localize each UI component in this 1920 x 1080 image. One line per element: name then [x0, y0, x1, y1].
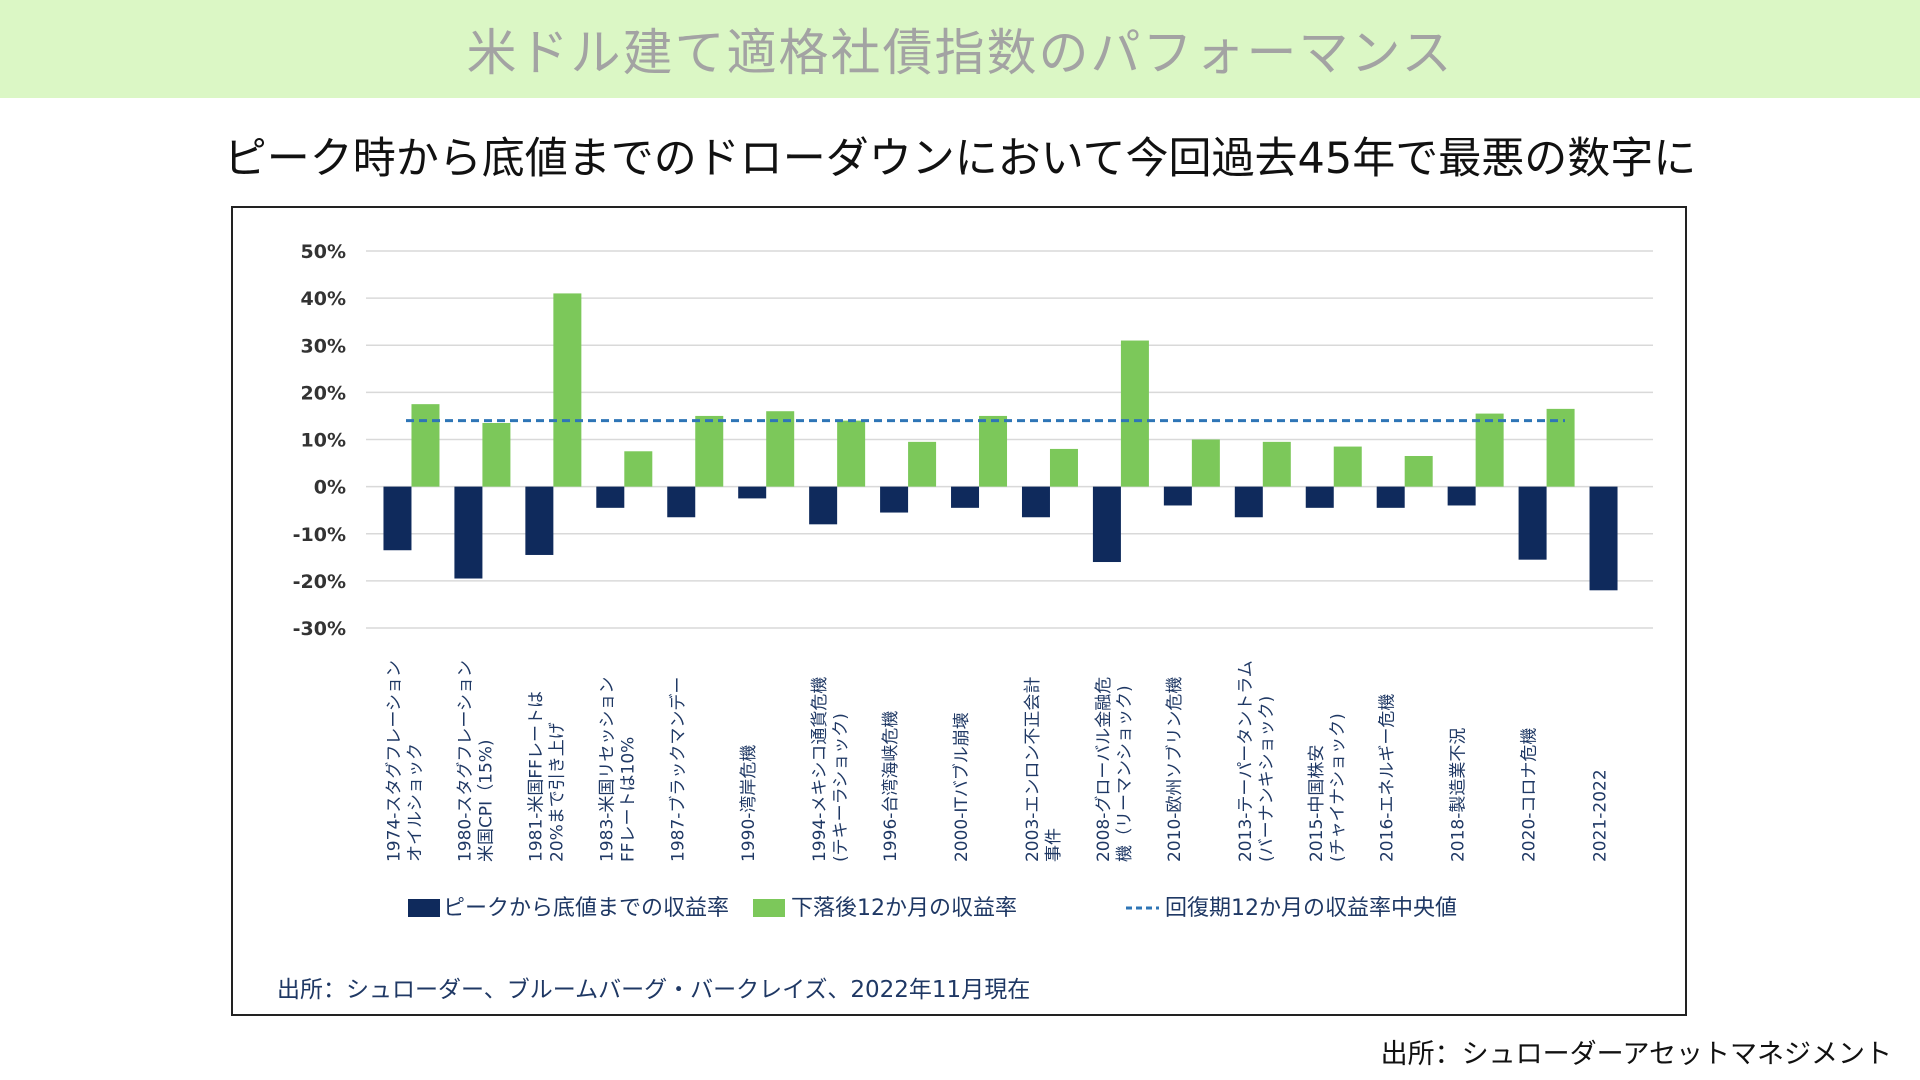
category-label: 2015-中国株安 — [1307, 745, 1327, 862]
legend-label-drawdown: ピークから底値までの収益率 — [443, 896, 729, 921]
y-tick-label: 20% — [301, 382, 346, 404]
recovery-bar — [908, 441, 937, 487]
drawdown-bar — [1589, 486, 1618, 591]
drawdown-bar — [809, 486, 838, 525]
chart-source-note: 出所：シュローダー、ブルームバーグ・バークレイズ、2022年11月現在 — [277, 977, 1031, 1003]
category-label: 1983-米国リセッション — [597, 677, 617, 862]
drawdown-bar — [454, 486, 483, 579]
recovery-bar — [979, 415, 1008, 487]
recovery-bar — [837, 420, 866, 487]
category-label: 2010-欧州ソブリン危機 — [1164, 677, 1185, 862]
drawdown-bar — [880, 486, 909, 513]
recovery-bar — [553, 293, 582, 487]
legend-swatch-recovery — [753, 899, 785, 917]
recovery-bar — [1404, 455, 1433, 487]
y-tick-label: 50% — [301, 241, 346, 263]
category-label: 1996-台湾海峡危機 — [881, 711, 901, 862]
category-label: 2016-エネルギー危機 — [1378, 694, 1398, 862]
category-label: 2003-エンロン不正会計 — [1023, 677, 1043, 862]
drawdown-bar — [383, 486, 412, 551]
bar-chart: 50% 40% 30% 20% 10% 0% -10% -20% -30% 1974-スタグフレー… — [293, 241, 1653, 921]
title-band: 米ドル建て適格社債指数のパフォーマンス — [0, 0, 1920, 98]
category-label: 1981-米国FFレートは — [526, 691, 546, 862]
recovery-bar — [1191, 439, 1220, 487]
y-tick-label: 40% — [301, 288, 346, 310]
y-tick-label: 30% — [301, 335, 346, 357]
category-label: オイルショック — [405, 743, 425, 862]
category-label: 2018-製造業不況 — [1449, 728, 1469, 862]
y-tick-label: 0% — [314, 477, 346, 499]
category-label: 20%まで引き上げ — [547, 722, 567, 862]
recovery-bar — [1120, 340, 1149, 487]
drawdown-bar — [596, 486, 625, 508]
legend-swatch-drawdown — [408, 899, 440, 917]
recovery-bar — [482, 423, 511, 487]
page-title: 米ドル建て適格社債指数のパフォーマンス — [466, 24, 1454, 82]
y-tick-label: 10% — [301, 430, 346, 452]
recovery-bar — [624, 451, 653, 487]
category-label: (チャイナショック) — [1328, 713, 1348, 862]
drawdown-bar — [951, 486, 980, 508]
category-label: 2000-ITバブル崩壊 — [951, 712, 972, 862]
drawdown-bar — [738, 486, 767, 499]
chart-frame: 50% 40% 30% 20% 10% 0% -10% -20% -30% 1974-スタグフレー… — [231, 206, 1687, 1016]
drawdown-bar — [1163, 486, 1192, 506]
category-label: 機（リーマンショック) — [1115, 685, 1135, 862]
drawdown-bar — [1305, 486, 1334, 508]
category-label: 2020-コロナ危機 — [1520, 728, 1540, 862]
drawdown-bar — [1092, 486, 1121, 563]
recovery-bar — [766, 411, 795, 487]
drawdown-bar — [1021, 486, 1050, 518]
y-tick-label: -30% — [293, 618, 346, 640]
recovery-bar — [1262, 441, 1291, 487]
category-label: FFレートは10% — [618, 737, 638, 862]
category-label: 2013-テーパータントラム — [1236, 660, 1256, 862]
category-label: 米国CPI（15%) — [476, 739, 496, 862]
category-label: 1987-ブラックマンデー — [667, 677, 688, 862]
recovery-bar — [695, 415, 724, 487]
drawdown-bar — [1518, 486, 1547, 560]
recovery-bar — [1333, 446, 1362, 487]
legend-label-recovery: 下落後12か月の収益率 — [791, 896, 1017, 921]
drawdown-bar — [1447, 486, 1476, 506]
recovery-bar — [1475, 413, 1504, 487]
drawdown-bar — [1234, 486, 1263, 518]
category-label: 事件 — [1044, 828, 1064, 862]
category-label: (テキーラショック) — [831, 713, 851, 862]
y-tick-label: -20% — [293, 571, 346, 593]
category-label: 1990-湾岸危機 — [739, 745, 759, 862]
recovery-bar — [1049, 448, 1078, 487]
category-label: 1994-メキシコ通貨危機 — [810, 677, 830, 862]
drawdown-bar — [525, 486, 554, 555]
category-label: 2008-グローバル金融危 — [1094, 677, 1114, 862]
drawdown-bar — [1376, 486, 1405, 508]
category-label: 1974-スタグフレーション — [384, 660, 404, 862]
drawdown-bar — [667, 486, 696, 518]
page-subtitle: ピーク時から底値までのドローダウンにおいて今回過去45年で最悪の数字に — [223, 134, 1697, 184]
category-label: 2021-2022 — [1591, 769, 1611, 862]
page-source-note: 出所：シュローダーアセットマネジメント — [1380, 1039, 1892, 1070]
y-tick-label: -10% — [293, 524, 346, 546]
recovery-bar — [411, 404, 440, 487]
legend-label-median: 回復期12か月の収益率中央値 — [1165, 896, 1457, 921]
category-label: (バーナンキショック) — [1257, 696, 1277, 862]
category-label: 1980-スタグフレーション — [455, 660, 475, 862]
